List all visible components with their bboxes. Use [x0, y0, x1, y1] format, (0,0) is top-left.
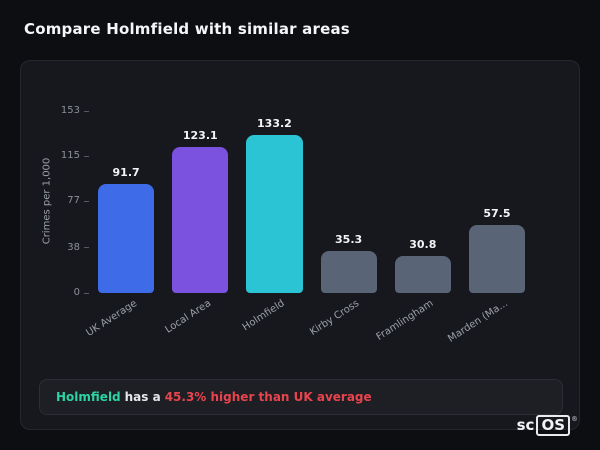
bar-value-label: 91.7: [112, 165, 140, 179]
bar-framlingham[interactable]: [394, 256, 451, 293]
y-tick: 153: [61, 106, 89, 116]
note-subject: Holmfield: [56, 390, 121, 404]
bar-value-label: 133.2: [257, 116, 292, 130]
bar-column: 133.2 Holmfield: [241, 111, 303, 333]
bar-kirby-cross[interactable]: [320, 251, 377, 293]
bar-column: 30.8 Framlingham: [375, 111, 451, 343]
y-tick-label: 38: [67, 241, 80, 253]
x-axis-label: Framlingham: [374, 298, 436, 343]
chart-card: Crimes per 1,000 0 38 77 115 153 91.7 UK Aver…: [20, 60, 580, 430]
x-axis-label: Kirby Cross: [308, 298, 362, 338]
plot-columns: 91.7 UK Average 123.1 Local Area 133.2 Holmfi…: [84, 111, 526, 345]
y-tick: 77: [67, 196, 89, 206]
bar-column: 123.1 Local Area: [163, 111, 229, 336]
note-middle-text: has a: [124, 390, 161, 404]
bar-holmfield[interactable]: [246, 134, 303, 293]
x-axis-label: Marden (Ma...: [445, 298, 510, 345]
y-tick: 115: [61, 151, 89, 161]
bar-column: 35.3 Kirby Cross: [308, 111, 377, 338]
y-axis: 0 38 77 115 153: [41, 106, 89, 298]
y-tick-label: 77: [67, 195, 80, 207]
summary-note: Holmfield has a 45.3% higher than UK ave…: [39, 379, 563, 415]
y-tick-label: 115: [60, 150, 80, 162]
note-highlight: 45.3% higher than UK average: [164, 390, 372, 404]
x-axis-label: UK Average: [84, 298, 139, 339]
y-tick-mark: [84, 247, 89, 249]
bar-value-label: 30.8: [409, 238, 437, 252]
y-tick-mark: [84, 292, 89, 294]
x-axis-label: Local Area: [163, 298, 213, 336]
bar-value-label: 123.1: [182, 128, 218, 142]
logo-boxed-text: OS: [536, 414, 570, 436]
bar-local-area[interactable]: [172, 146, 229, 293]
bar-marden-ma[interactable]: [468, 224, 526, 293]
y-tick: 38: [67, 241, 89, 253]
x-axis-label: Holmfield: [241, 298, 288, 334]
bar-column: 91.7 UK Average: [84, 111, 155, 339]
y-tick-label: 0: [73, 287, 80, 298]
scos-logo: sc OS ®: [516, 414, 578, 436]
y-tick: 0: [74, 288, 89, 298]
registered-mark-icon: ®: [571, 414, 578, 423]
logo-prefix: sc: [516, 416, 535, 435]
bar-uk-average[interactable]: [98, 183, 155, 293]
y-tick-mark: [84, 110, 89, 112]
page-title: Compare Holmfield with similar areas: [24, 20, 350, 38]
y-tick-mark: [84, 155, 89, 157]
bar-column: 57.5 Marden (Ma...: [446, 111, 526, 345]
y-tick-label: 153: [60, 105, 80, 116]
y-tick-mark: [84, 200, 89, 202]
bar-value-label: 35.3: [335, 233, 363, 247]
plot-area: 0 38 77 115 153 91.7 UK Average 123.1 Local Are…: [41, 106, 526, 345]
bar-value-label: 57.5: [483, 206, 511, 220]
